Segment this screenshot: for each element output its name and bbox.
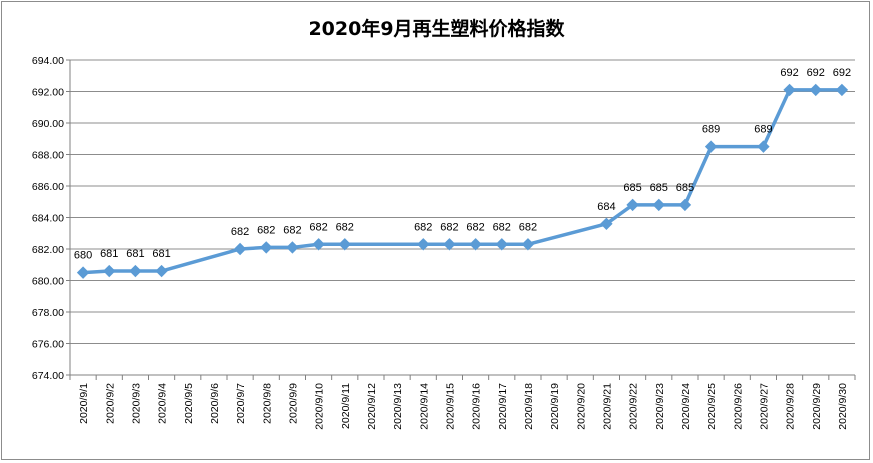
x-tick-label: 2020/9/2 (104, 383, 116, 424)
x-tick-label: 2020/9/29 (811, 383, 823, 430)
chart-title: 2020年9月再生塑料价格指数 (308, 18, 565, 40)
x-tick-label: 2020/9/4 (157, 383, 169, 424)
data-point-marker (312, 238, 325, 251)
y-tick-label: 690.00 (32, 118, 64, 130)
data-point-marker (155, 264, 168, 278)
x-tick-label: 2020/9/25 (706, 383, 718, 430)
x-tick-label: 2020/9/9 (287, 383, 299, 424)
y-tick-label: 688.00 (32, 150, 64, 162)
y-tick-label: 676.00 (32, 339, 64, 351)
x-axis-tick-labels: 2020/9/1 2020/9/2 2020/9/3 2020/9/4 2020/9/5… (78, 383, 849, 430)
data-point-marker (495, 238, 508, 251)
data-point-marker (260, 241, 273, 254)
x-tick-label: 2020/9/6 (209, 383, 221, 424)
x-tick-label: 2020/9/11 (340, 383, 352, 429)
x-tick-label: 2020/9/23 (654, 383, 666, 430)
x-tick-label: 2020/9/30 (837, 383, 849, 430)
data-labels: 680 681 681 681 682 682 682 682 682 682 682 682 682 6… (74, 67, 851, 262)
data-label: 682 (283, 224, 301, 236)
data-point-marker (652, 198, 665, 212)
data-label: 689 (754, 124, 772, 136)
x-tick-label: 2020/9/28 (785, 383, 797, 430)
x-tick-label: 2020/9/24 (680, 383, 692, 430)
data-label: 681 (152, 248, 170, 260)
data-label: 682 (414, 221, 432, 233)
data-label: 685 (676, 182, 694, 194)
data-label: 692 (780, 67, 798, 79)
y-tick-label: 692.00 (32, 87, 64, 99)
x-tick-label: 2020/9/5 (183, 383, 195, 424)
data-point-marker (417, 238, 430, 251)
data-label: 692 (807, 67, 825, 79)
x-tick-label: 2020/9/27 (758, 383, 770, 430)
data-label: 680 (74, 250, 92, 262)
data-label: 692 (833, 67, 851, 79)
x-tick-label: 2020/9/18 (523, 383, 535, 430)
data-label: 682 (493, 221, 511, 233)
data-point-marker (129, 264, 142, 278)
x-tick-label: 2020/9/10 (314, 383, 326, 430)
data-point-marker (678, 198, 692, 212)
data-label: 685 (623, 182, 641, 194)
x-tick-label: 2020/9/26 (732, 383, 744, 430)
data-point-marker (835, 83, 849, 97)
y-tick-label: 694.00 (32, 55, 64, 67)
x-tick-label: 2020/9/19 (549, 383, 561, 430)
x-tick-label: 2020/9/20 (575, 383, 587, 430)
data-series (76, 83, 849, 279)
y-tick-label: 684.00 (32, 213, 64, 225)
data-point-marker (626, 198, 639, 212)
data-label: 682 (309, 221, 327, 233)
data-point-marker (469, 238, 482, 251)
x-tick-label: 2020/9/16 (471, 383, 483, 430)
data-label: 689 (702, 124, 720, 136)
x-tick-label: 2020/9/3 (130, 383, 142, 424)
data-label: 681 (100, 248, 118, 260)
data-point-marker (521, 238, 535, 251)
y-tick-label: 686.00 (32, 181, 64, 193)
y-axis-tick-labels: 674.00 676.00 678.00 680.00 682.00 684.00 686.… (32, 55, 64, 382)
data-label: 685 (650, 182, 668, 194)
data-label: 682 (231, 226, 249, 238)
data-label: 682 (336, 221, 354, 233)
y-tick-label: 678.00 (32, 307, 64, 319)
x-tick-label: 2020/9/7 (235, 383, 247, 424)
data-label: 682 (257, 224, 275, 236)
x-tick-label: 2020/9/1 (78, 383, 90, 424)
x-tick-label: 2020/9/15 (444, 383, 456, 430)
data-label: 682 (440, 221, 458, 233)
data-label: 681 (126, 248, 144, 260)
x-tick-label: 2020/9/8 (261, 383, 273, 424)
y-tick-label: 674.00 (32, 370, 64, 382)
y-tick-label: 682.00 (32, 244, 64, 256)
data-point-marker (443, 238, 456, 251)
data-label: 682 (466, 221, 484, 233)
data-point-marker (338, 238, 351, 251)
data-point-marker (600, 217, 613, 231)
y-tick-label: 680.00 (32, 276, 64, 288)
axes (66, 59, 856, 380)
data-label: 682 (519, 221, 537, 233)
x-tick-label: 2020/9/14 (418, 383, 430, 430)
grid-lines (70, 59, 855, 344)
x-tick-label: 2020/9/17 (497, 383, 509, 430)
series-line (82, 88, 842, 275)
data-point-marker (286, 241, 299, 254)
x-tick-label: 2020/9/22 (628, 383, 640, 430)
data-label: 684 (597, 201, 615, 213)
x-tick-label: 2020/9/13 (392, 383, 404, 430)
data-point-marker (103, 264, 116, 278)
x-tick-label: 2020/9/21 (601, 383, 613, 430)
data-point-marker (783, 83, 796, 97)
data-point-marker (233, 242, 247, 256)
data-point-marker (809, 83, 822, 97)
data-point-marker (757, 140, 770, 153)
data-point-marker (704, 140, 718, 153)
data-point-marker (76, 266, 90, 279)
x-tick-label: 2020/9/12 (366, 383, 378, 430)
